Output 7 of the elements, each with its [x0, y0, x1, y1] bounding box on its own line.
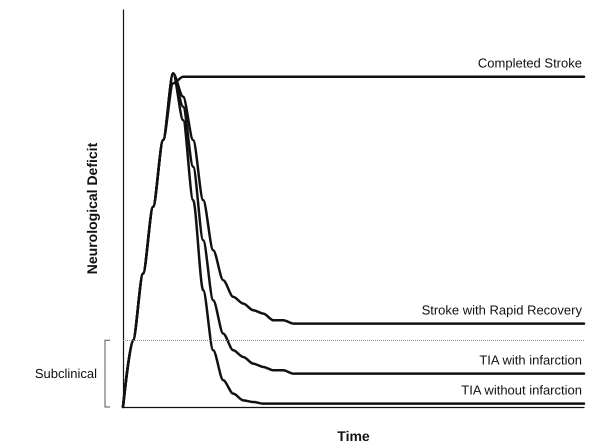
series-label: TIA without infarction: [461, 382, 582, 398]
series-label: Completed Stroke: [478, 56, 582, 71]
series-label: TIA with infarction: [479, 352, 582, 368]
series-label: Stroke with Rapid Recovery: [422, 302, 582, 318]
x-axis-title: Time: [337, 428, 370, 444]
y-axis-title: Neurological Deficit: [84, 142, 100, 274]
text: Subclinical: [34, 366, 98, 382]
